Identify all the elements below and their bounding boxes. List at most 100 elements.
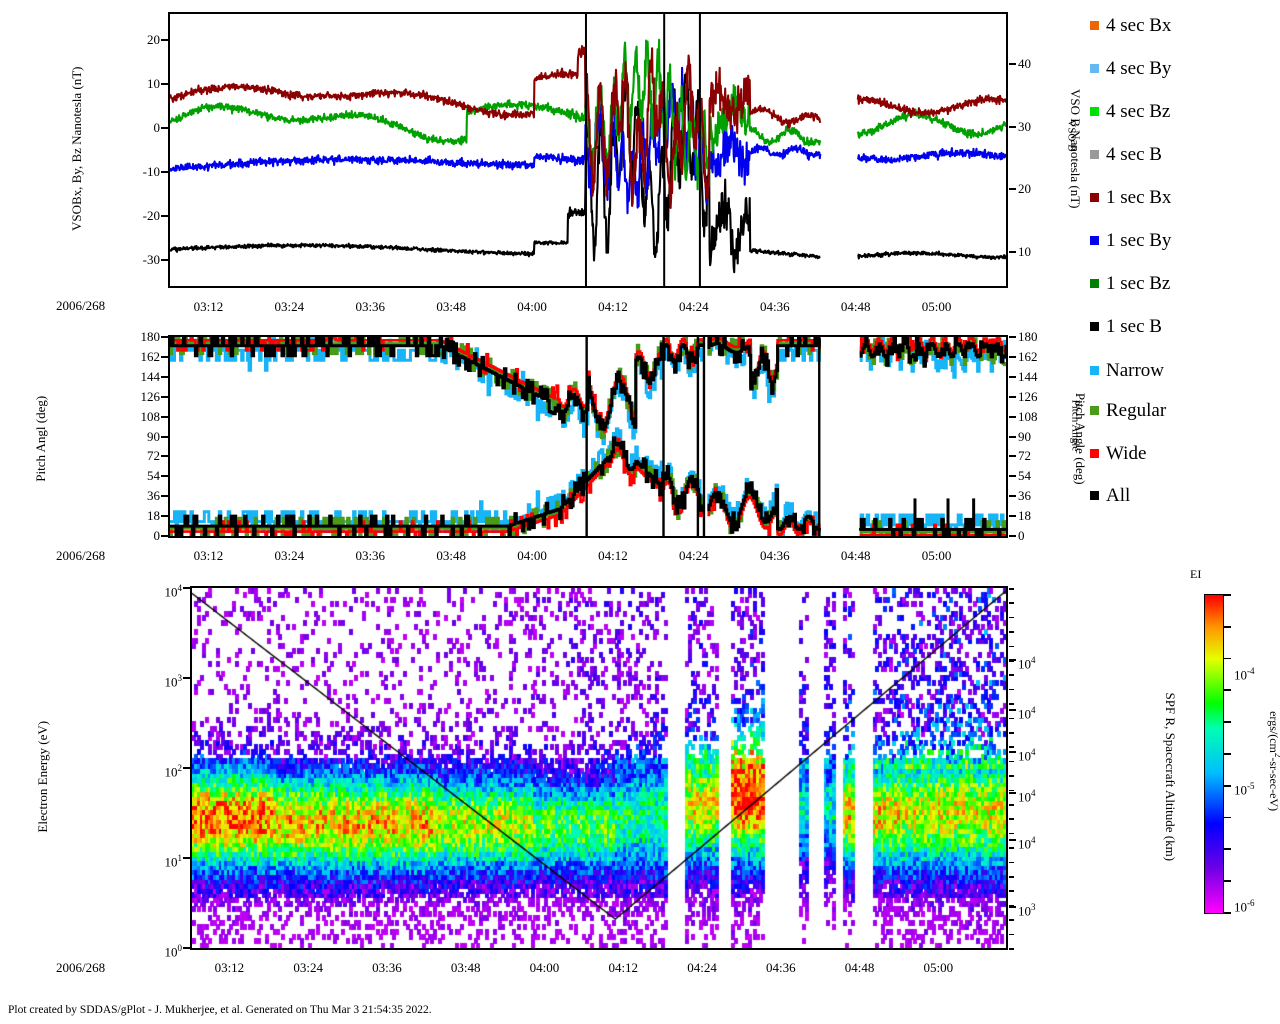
- legend-item-4-sec-by[interactable]: 4 sec By: [1090, 57, 1171, 79]
- axis-tick-mark: [1009, 375, 1016, 378]
- axis-minor-tick: [1009, 847, 1014, 849]
- legend-item-1-sec-b[interactable]: 1 sec B: [1090, 315, 1162, 337]
- colorbar-minor-tick: [1224, 880, 1231, 882]
- axis-tick-label: 0: [153, 120, 161, 136]
- axis-tick-label: 102: [164, 763, 183, 780]
- electron-spectrogram-canvas: [192, 588, 1006, 948]
- legend-item-4-sec-bz[interactable]: 4 sec Bz: [1090, 100, 1170, 122]
- axis-tick-mark: [161, 455, 168, 458]
- axis-tick-label: 104: [1018, 746, 1036, 764]
- axis-tick-mark: [161, 395, 168, 398]
- axis-tick-mark: [161, 435, 168, 438]
- axis-tick-mark: [1009, 435, 1016, 438]
- panel2-date-label: 2006/268: [56, 548, 106, 563]
- legend-item-wide[interactable]: Wide: [1090, 442, 1146, 464]
- axis-minor-tick: [1009, 933, 1014, 936]
- time-tick-label: 04:00: [529, 960, 560, 975]
- legend-swatch-icon: [1090, 235, 1099, 245]
- time-tick-label: 03:36: [372, 960, 402, 975]
- legend-item-1-sec-by[interactable]: 1 sec By: [1090, 229, 1171, 251]
- axis-tick-mark: [1009, 709, 1016, 712]
- legend-label: All: [1106, 484, 1131, 506]
- axis-tick-mark: [161, 39, 168, 42]
- legend-swatch-icon: [1090, 365, 1099, 375]
- axis-tick-label: 162: [1018, 348, 1038, 364]
- time-tick-label: 03:12: [193, 299, 224, 314]
- axis-tick-label: 104: [1018, 655, 1036, 672]
- legend-item-1-sec-bx[interactable]: 1 sec Bx: [1090, 186, 1171, 208]
- electron-spectrogram-plot-area: [190, 586, 1008, 950]
- time-tick-label: 04:48: [840, 299, 871, 314]
- axis-tick-mark: [161, 258, 168, 261]
- axis-minor-tick: [1009, 602, 1014, 604]
- pitch-angle-plot-area: [168, 335, 1008, 538]
- time-tick-label: 04:24: [679, 299, 709, 314]
- time-tick-label: 04:36: [765, 960, 796, 975]
- legend-item-regular[interactable]: Regular: [1090, 399, 1166, 421]
- axis-tick-mark: [183, 677, 190, 679]
- axis-minor-tick: [1009, 717, 1014, 720]
- legend-label: 1 sec B: [1106, 315, 1162, 337]
- legend-item-all[interactable]: All: [1090, 484, 1130, 506]
- axis-minor-tick: [1009, 775, 1014, 777]
- axis-tick-label: 101: [164, 853, 183, 870]
- legend-label: Narrow: [1106, 359, 1165, 381]
- axis-minor-tick: [1009, 703, 1014, 705]
- axis-tick-label: 0: [1018, 528, 1025, 543]
- legend-swatch-icon: [1090, 192, 1099, 202]
- axis-tick-label: 162: [140, 348, 161, 364]
- legend-label: 4 sec Bx: [1106, 14, 1172, 36]
- legend-label: 4 sec B: [1106, 143, 1162, 165]
- time-tick-label: 04:00: [517, 548, 547, 563]
- legend-swatch-icon: [1090, 20, 1099, 30]
- axis-tick-label: 104: [1018, 835, 1036, 852]
- axis-tick-mark: [1009, 250, 1016, 253]
- time-tick-label: 04:48: [840, 548, 871, 563]
- axis-tick-label: 36: [1018, 488, 1031, 504]
- axis-tick-label: -30: [142, 251, 160, 267]
- axis-tick-label: 36: [147, 488, 160, 504]
- legend-label: 4 sec By: [1106, 57, 1172, 79]
- axis-tick-label: 10: [1018, 243, 1031, 259]
- axis-tick-mark: [161, 495, 168, 498]
- axis-tick-label: 90: [1018, 428, 1031, 444]
- axis-minor-tick: [1009, 616, 1014, 619]
- axis-tick-mark: [161, 415, 168, 418]
- legend-item-1-sec-bz[interactable]: 1 sec Bz: [1090, 272, 1170, 294]
- time-tick-label: 04:00: [517, 299, 547, 314]
- spectrogram-ylabel-right: SPF R, Spacecraft Altitude (km): [1162, 692, 1178, 862]
- legend-swatch-icon: [1090, 278, 1099, 288]
- axis-tick-label: 10: [147, 76, 160, 92]
- axis-tick-label: 108: [1018, 408, 1038, 424]
- pitch-angle-canvas: [170, 337, 1006, 536]
- legend-group-title-vso: VSO B: [1065, 119, 1078, 152]
- axis-tick-mark: [161, 375, 168, 378]
- axis-tick-mark: [161, 83, 168, 86]
- legend-item-narrow[interactable]: Narrow: [1090, 359, 1164, 381]
- colorbar-minor-tick: [1224, 753, 1231, 755]
- colorbar-gradient: [1204, 594, 1224, 914]
- axis-tick-mark: [1009, 750, 1016, 753]
- axis-tick-label: 126: [140, 388, 161, 404]
- axis-tick-label: 40: [1018, 56, 1031, 72]
- axis-minor-tick: [1009, 861, 1014, 864]
- axis-tick-mark: [161, 355, 168, 358]
- legend-label: Regular: [1106, 399, 1167, 421]
- legend-swatch-icon: [1090, 106, 1099, 116]
- time-tick-label: 04:24: [679, 548, 709, 563]
- time-tick-label: 05:00: [921, 299, 952, 314]
- legend-item-4-sec-b[interactable]: 4 sec B: [1090, 143, 1162, 165]
- axis-tick-mark: [1009, 63, 1016, 66]
- time-tick-label: 04:24: [687, 960, 717, 975]
- axis-minor-tick: [1009, 645, 1014, 648]
- colorbar-units-label: ergs/(cm2-sr-sec-eV): [1267, 711, 1280, 812]
- axis-tick-mark: [183, 947, 190, 949]
- colorbar-minor-tick: [1224, 594, 1231, 596]
- time-tick-label: 03:48: [436, 299, 466, 314]
- axis-tick-label: 0: [153, 528, 161, 543]
- colorbar-tick-label: 10-4: [1234, 666, 1255, 683]
- magnetic-trace-by: [170, 66, 1006, 215]
- magnetic-field-plot-area: [168, 12, 1008, 288]
- legend-label: Wide: [1106, 442, 1147, 464]
- legend-item-4-sec-bx[interactable]: 4 sec Bx: [1090, 14, 1171, 36]
